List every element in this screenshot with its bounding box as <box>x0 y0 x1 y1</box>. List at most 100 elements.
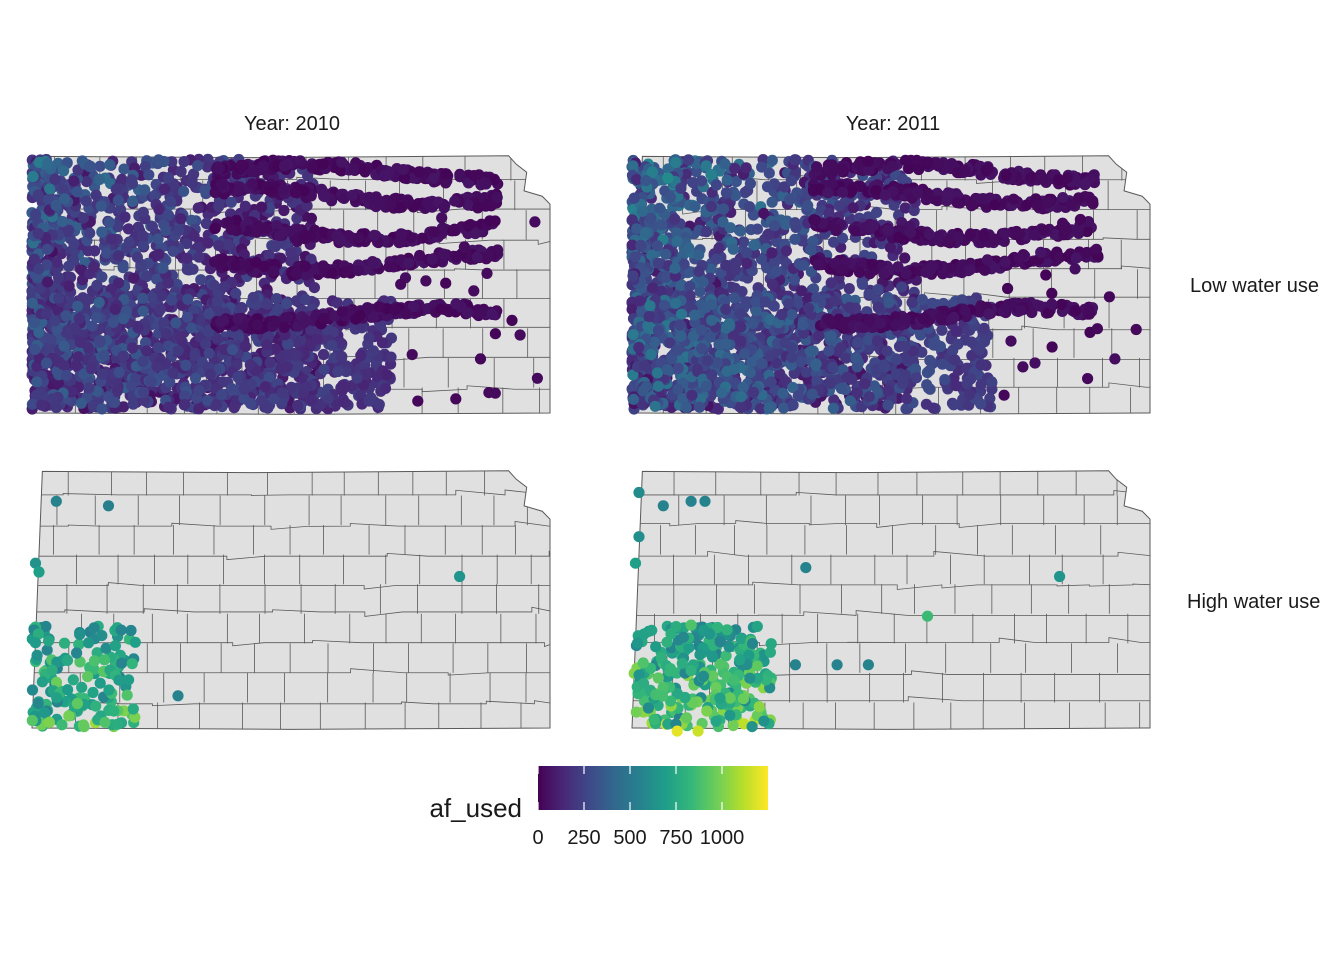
well-point <box>840 352 852 364</box>
well-point <box>199 184 211 196</box>
well-point <box>379 382 392 394</box>
well-point <box>353 232 365 244</box>
well-point <box>462 220 474 232</box>
well-point <box>181 264 193 276</box>
well-point <box>186 214 198 226</box>
well-point <box>75 397 87 409</box>
well-point <box>64 271 77 283</box>
well-point <box>354 309 366 322</box>
well-point <box>277 184 289 196</box>
well-point <box>675 182 687 194</box>
well-point <box>211 399 223 411</box>
well-point <box>627 329 639 341</box>
well-point <box>796 285 808 297</box>
well-point <box>80 195 92 207</box>
well-point <box>435 303 447 315</box>
well-point <box>122 223 134 235</box>
well-point <box>123 236 135 248</box>
well-point <box>927 402 939 414</box>
well-point <box>181 252 193 264</box>
well-point <box>246 178 258 190</box>
map-panel-low-2011 <box>626 154 1151 415</box>
well-point <box>186 177 198 189</box>
well-point <box>213 200 225 213</box>
well-point <box>689 200 701 213</box>
well-point <box>235 159 247 171</box>
well-point <box>261 223 273 235</box>
well-point <box>216 389 228 401</box>
well-point <box>153 203 165 215</box>
well-point <box>213 162 225 174</box>
well-point <box>318 348 330 361</box>
well-point <box>741 257 753 269</box>
well-point <box>514 329 526 341</box>
well-point <box>670 156 682 168</box>
well-point <box>232 371 244 383</box>
well-point <box>127 398 139 410</box>
well-point <box>640 226 652 238</box>
well-point <box>627 160 639 172</box>
well-point <box>628 192 640 204</box>
facet-title-2011: Year: 2011 <box>846 113 941 135</box>
well-point <box>58 165 70 177</box>
well-point <box>204 368 216 380</box>
well-point <box>263 249 275 261</box>
well-point <box>645 212 657 225</box>
well-point <box>112 194 124 206</box>
well-point <box>58 193 71 205</box>
well-point <box>61 369 73 381</box>
well-point <box>308 282 320 294</box>
well-point <box>797 259 810 271</box>
well-point <box>768 220 781 232</box>
well-point <box>292 360 304 372</box>
well-point <box>450 393 462 405</box>
well-point <box>640 175 652 187</box>
well-point <box>30 208 42 221</box>
well-point <box>200 217 212 230</box>
well-point <box>420 275 432 287</box>
well-point <box>208 279 220 292</box>
well-point <box>281 361 293 373</box>
well-point <box>278 160 291 172</box>
well-point <box>77 212 89 224</box>
well-point <box>651 367 664 379</box>
well-point <box>385 351 397 363</box>
well-point <box>60 310 72 322</box>
well-point <box>33 156 45 168</box>
well-point <box>471 251 483 263</box>
well-point <box>192 160 204 172</box>
well-point <box>486 308 498 320</box>
well-point <box>141 271 153 283</box>
well-point <box>71 186 83 198</box>
well-point <box>740 247 753 259</box>
well-point <box>31 272 44 284</box>
well-point <box>734 225 747 237</box>
well-point <box>28 253 40 265</box>
well-point <box>72 351 84 363</box>
well-point <box>331 229 343 242</box>
well-point <box>137 305 149 317</box>
well-point <box>863 288 875 300</box>
well-point <box>125 380 138 392</box>
well-point <box>69 322 81 334</box>
well-point <box>322 393 334 405</box>
well-point <box>239 200 251 212</box>
well-point <box>49 173 61 185</box>
well-point <box>119 211 131 223</box>
well-point <box>305 212 317 224</box>
well-point <box>102 391 114 403</box>
well-point <box>986 376 998 388</box>
well-point <box>110 183 122 195</box>
well-point <box>93 173 105 186</box>
well-point <box>188 230 200 242</box>
well-point <box>117 313 130 325</box>
well-point <box>116 173 128 185</box>
well-point <box>669 213 681 225</box>
well-point <box>481 267 493 279</box>
well-point <box>438 248 450 260</box>
well-point <box>289 187 301 199</box>
well-point <box>259 381 271 393</box>
well-point <box>52 271 65 284</box>
well-point <box>41 357 53 369</box>
